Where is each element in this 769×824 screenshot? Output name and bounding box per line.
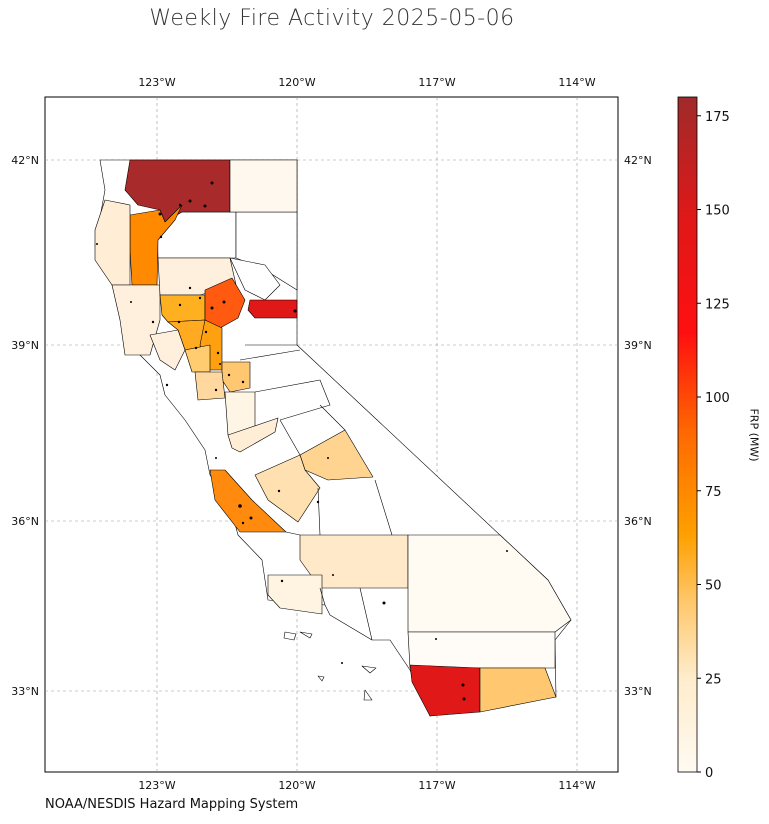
colorbar-label: FRP (MW)	[747, 408, 761, 462]
map-title: Weekly Fire Activity 2025-05-06	[149, 6, 515, 31]
lat-tick: 33°N	[624, 685, 652, 698]
lat-tick: 36°N	[624, 515, 652, 528]
county-kern	[299, 534, 409, 589]
lon-tick: 123°W	[138, 76, 175, 89]
county-sacramento	[194, 371, 226, 401]
colorbar	[677, 96, 698, 773]
fire-detection-points	[96, 181, 508, 701]
channel-islands	[283, 631, 377, 701]
lat-tick: 39°N	[624, 339, 652, 352]
lon-tick: 123°W	[138, 779, 175, 792]
county-imperial	[479, 667, 557, 713]
lat-axis-left: 42°N 39°N 36°N 33°N	[11, 154, 39, 698]
colorbar-tick-label: 0	[705, 766, 713, 781]
lat-tick: 39°N	[11, 339, 39, 352]
county-plumas	[229, 257, 281, 301]
lon-tick: 114°W	[558, 76, 595, 89]
colorbar-tick-label: 175	[705, 110, 730, 125]
county-modoc	[229, 159, 298, 213]
county-riverside	[407, 631, 556, 669]
lat-tick: 33°N	[11, 685, 39, 698]
colorbar-tick-label: 125	[705, 297, 730, 312]
county-sierra	[247, 299, 298, 319]
county-stanislaus	[227, 417, 279, 453]
lon-tick: 120°W	[278, 76, 315, 89]
colorbar-tick-label: 75	[705, 485, 722, 500]
lon-tick: 114°W	[558, 779, 595, 792]
colorbar-tick-label: 50	[705, 579, 722, 594]
county-lake	[149, 329, 186, 371]
county-san-diego	[409, 664, 481, 717]
lat-axis-right: 42°N 39°N 36°N 33°N	[624, 154, 652, 698]
lat-tick: 42°N	[624, 154, 652, 167]
colorbar-ticks: 0 25 50 75 100 125 150 175	[697, 110, 730, 781]
colorbar-tick-label: 100	[705, 391, 730, 406]
lon-tick: 117°W	[418, 779, 455, 792]
lon-tick: 120°W	[278, 779, 315, 792]
colorbar-tick-label: 25	[705, 672, 722, 687]
county-glenn	[159, 294, 206, 323]
lon-tick: 117°W	[418, 76, 455, 89]
colorbar-tick-label: 150	[705, 204, 730, 219]
lat-tick: 36°N	[11, 515, 39, 528]
lon-axis-top: 123°W 120°W 117°W 114°W	[138, 76, 595, 89]
lat-tick: 42°N	[11, 154, 39, 167]
source-credit: NOAA/NESDIS Hazard Mapping System	[45, 797, 299, 812]
county-trinity	[129, 204, 183, 286]
county-santa-barbara	[267, 574, 323, 615]
lon-axis-bottom: 123°W 120°W 117°W 114°W	[138, 779, 595, 792]
